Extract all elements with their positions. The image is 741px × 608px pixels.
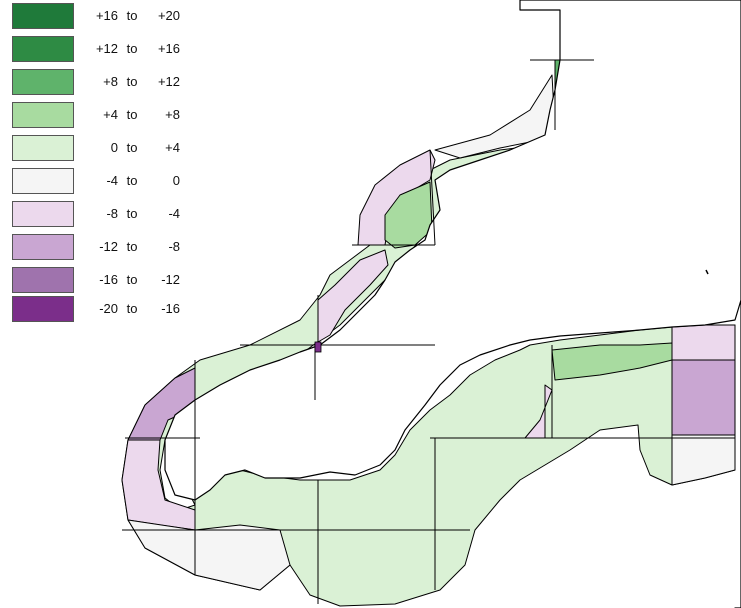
legend-from: +8: [103, 74, 118, 89]
legend-upper: -4: [168, 206, 180, 221]
legend-row: +4 to +8: [12, 102, 192, 130]
legend-swatch: [12, 168, 74, 194]
legend-swatch: [12, 201, 74, 227]
legend-from: +16: [95, 8, 118, 23]
legend-from: 0: [110, 140, 118, 155]
legend-row: +8 to +12: [12, 69, 192, 97]
legend-to: to: [126, 239, 138, 254]
legend-from: -12: [99, 239, 118, 254]
legend-row: -12 to -8: [12, 234, 192, 262]
legend-swatch: [12, 3, 74, 29]
legend-to: to: [126, 41, 138, 56]
legend-row: -8 to -4: [12, 201, 192, 229]
legend-row: -16 to -12: [12, 267, 192, 295]
legend-swatch: [12, 102, 74, 128]
legend-upper: +20: [157, 8, 180, 23]
island-mark: [705, 269, 709, 275]
north-coast-green-band: [384, 181, 433, 249]
legend-swatch: [12, 267, 74, 293]
legend-upper: +4: [165, 140, 180, 155]
legend-row: +16 to +20: [12, 3, 192, 31]
legend-upper: +16: [157, 41, 180, 56]
legend-to: to: [126, 206, 138, 221]
legend-swatch: [12, 69, 74, 95]
legend-row: 0 to +4: [12, 135, 192, 163]
east-white-box: [671, 434, 736, 486]
legend-upper: +8: [165, 107, 180, 122]
legend-to: to: [126, 140, 138, 155]
legend-to: to: [126, 272, 138, 287]
legend-upper: -8: [168, 239, 180, 254]
legend-upper: +12: [157, 74, 180, 89]
legend-upper: -12: [161, 272, 180, 287]
legend-to: to: [126, 8, 138, 23]
legend-from: -16: [99, 272, 118, 287]
north-coast-purple-band-2: [317, 249, 389, 343]
legend-from: -4: [106, 173, 118, 188]
legend-row: -20 to -16: [12, 296, 192, 324]
legend-to: to: [126, 173, 138, 188]
dark-purple-cell: [314, 341, 322, 353]
legend-swatch: [12, 234, 74, 260]
legend-swatch: [12, 36, 74, 62]
legend-row: +12 to +16: [12, 36, 192, 64]
legend-swatch: [12, 135, 74, 161]
legend-swatch: [12, 296, 74, 322]
legend-upper: -16: [161, 301, 180, 316]
legend-row: -4 to 0: [12, 168, 192, 196]
legend-from: -8: [106, 206, 118, 221]
legend-from: +4: [103, 107, 118, 122]
legend-from: +12: [95, 41, 118, 56]
legend-to: to: [126, 107, 138, 122]
legend-to: to: [126, 74, 138, 89]
east-lightpurple-box: [671, 324, 736, 361]
legend-to: to: [126, 301, 138, 316]
legend-upper: 0: [172, 173, 180, 188]
south-band-white: [194, 524, 291, 591]
east-purple-box: [671, 359, 736, 436]
southeast-lightpurple-box: [524, 384, 553, 439]
southwest-band-white: [127, 519, 196, 576]
legend-from: -20: [99, 301, 118, 316]
grid-lines: [122, 59, 735, 604]
